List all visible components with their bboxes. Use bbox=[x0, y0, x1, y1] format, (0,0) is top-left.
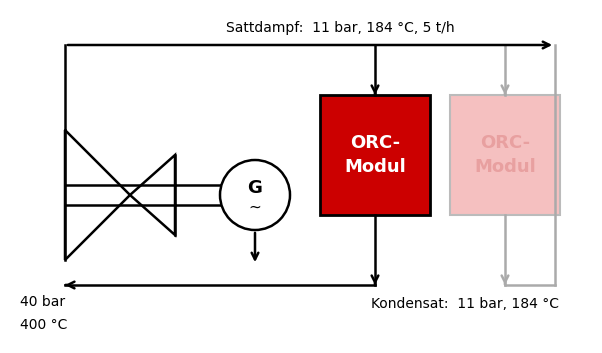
Bar bbox=[450, 95, 560, 215]
Text: 40 bar: 40 bar bbox=[20, 295, 65, 309]
Text: ORC-
Modul: ORC- Modul bbox=[474, 134, 536, 176]
Text: 400 °C: 400 °C bbox=[20, 318, 67, 332]
Bar bbox=[320, 95, 430, 215]
Text: Sattdampf:  11 bar, 184 °C, 5 t/h: Sattdampf: 11 bar, 184 °C, 5 t/h bbox=[226, 21, 455, 35]
Text: ~: ~ bbox=[249, 199, 261, 215]
Text: ORC-
Modul: ORC- Modul bbox=[344, 134, 406, 176]
Text: Kondensat:  11 bar, 184 °C: Kondensat: 11 bar, 184 °C bbox=[371, 297, 559, 311]
Text: G: G bbox=[247, 179, 262, 197]
